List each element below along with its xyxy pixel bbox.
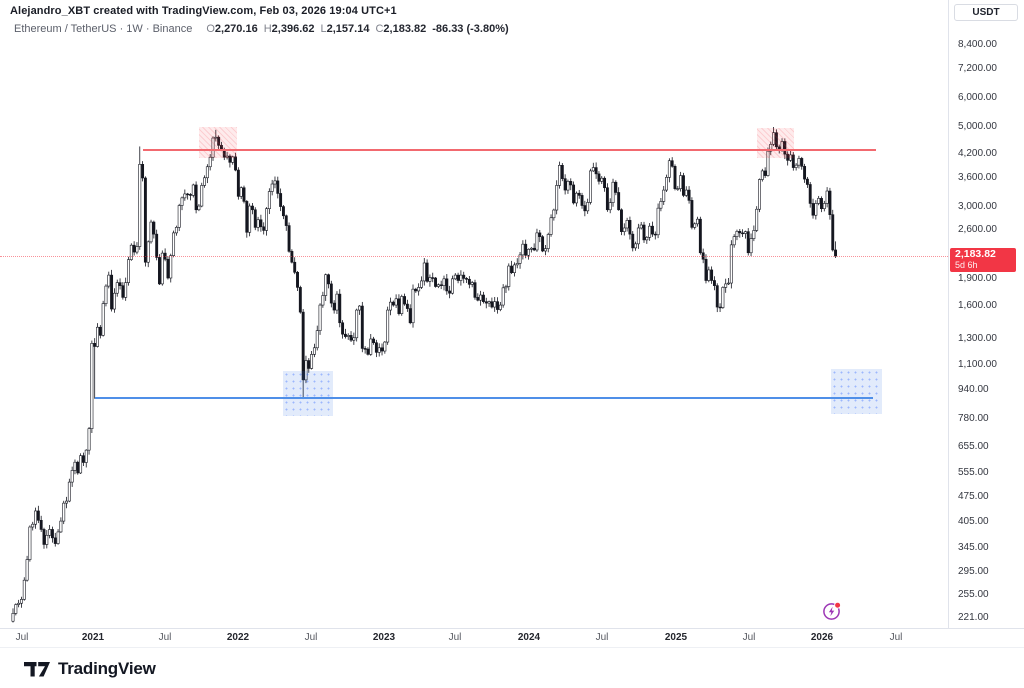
time-tick-month: Jul [158,632,172,643]
close-value: 2,183.82 [383,23,427,35]
high-label: H [263,23,272,35]
change-value: -86.33 (-3.80%) [432,23,509,35]
price-tick: 1,600.00 [958,300,997,312]
price-tick: 940.00 [958,383,989,395]
price-tick: 3,600.00 [958,172,997,184]
currency-button[interactable]: USDT [954,4,1018,21]
open-value: 2,270.16 [214,23,258,35]
price-tick: 295.00 [958,566,989,578]
time-tick-year: 2022 [226,632,250,643]
open-label: O [206,23,215,35]
time-tick-month: Jul [595,632,609,643]
time-tick-year: 2023 [372,632,396,643]
price-tick: 1,300.00 [958,332,997,344]
flash-publish-icon[interactable] [821,600,843,622]
footer: TradingView [0,649,1024,688]
time-tick-month: Jul [742,632,756,643]
price-tick: 255.00 [958,589,989,601]
symbol-legend: Ethereum / TetherUS · 1W · Binance O2,270… [14,23,509,35]
low-label: L [320,23,327,35]
tradingview-logo[interactable]: TradingView [24,659,156,679]
price-tick: 1,900.00 [958,273,997,284]
price-tick: 555.00 [958,466,989,478]
price-tick: 405.00 [958,516,989,528]
time-tick-year: 2021 [81,632,105,643]
price-tick: 780.00 [958,413,989,425]
time-axis[interactable]: Jul 2021 Jul 2022 Jul 2023 Jul 2024 Jul 2025 Jul 20… [0,628,1024,648]
price-tick: 7,200.00 [958,63,997,75]
time-tick-month: Jul [15,632,29,643]
last-price-value: 2,183.82 [955,248,996,261]
price-tick: 475.00 [958,491,989,503]
time-tick-year: 2024 [517,632,541,643]
close-label: C [375,23,384,35]
symbol-title: Ethereum / TetherUS · 1W · Binance [14,23,193,35]
price-tick: 2,600.00 [958,223,997,235]
candlestick-layer [11,126,838,623]
time-tick-month: Jul [304,632,318,643]
time-tick-year: 2025 [664,632,688,643]
tradingview-logo-text: TradingView [58,659,156,678]
watermark-attribution: Alejandro_XBT created with TradingView.c… [10,5,397,17]
price-tick: 345.00 [958,541,989,553]
high-value: 2,396.62 [271,23,315,35]
price-tick: 655.00 [958,440,989,452]
price-axis[interactable]: USDT 8,400.00 7,200.00 6,000.00 5,000.00 4,2… [948,0,1024,628]
price-tick: 221.00 [958,611,989,623]
time-tick-month: Jul [889,632,903,643]
chart-pane[interactable] [0,0,948,628]
time-tick-year: 2026 [810,632,834,643]
bar-close-countdown: 5d 6h [955,260,978,271]
last-price-label: 2,183.82 5d 6h [950,248,1016,273]
price-tick: 1,100.00 [958,359,997,371]
price-tick: 3,000.00 [958,201,997,213]
time-tick-month: Jul [448,632,462,643]
price-tick: 8,400.00 [958,38,997,50]
price-tick: 5,000.00 [958,120,997,132]
price-tick: 4,200.00 [958,148,997,160]
low-value: 2,157.14 [326,23,370,35]
tradingview-logo-icon [24,661,50,676]
price-tick: 6,000.00 [958,91,997,103]
